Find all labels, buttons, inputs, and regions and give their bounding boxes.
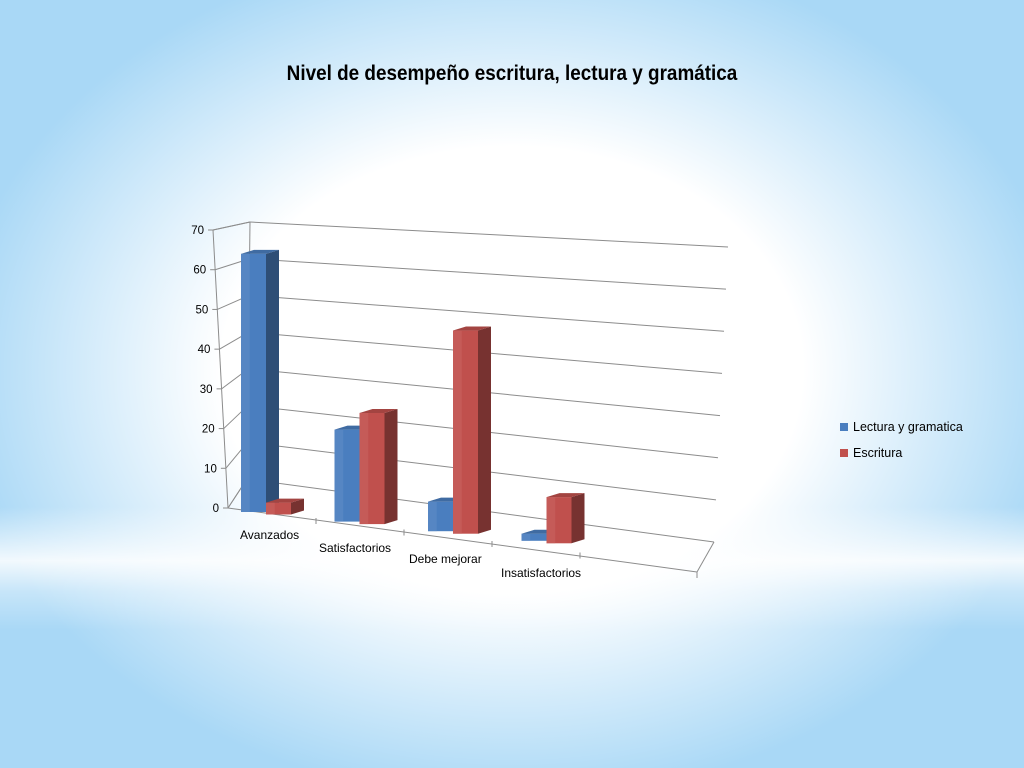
legend-swatch-lectura xyxy=(840,423,848,431)
x-tick-label-3: Insatisfactorios xyxy=(501,566,581,580)
bar-highlight xyxy=(334,429,344,522)
y-tick-label-10: 10 xyxy=(204,463,217,475)
floor-front-edge xyxy=(227,507,698,573)
bar-escritura-insatisfactorios xyxy=(546,493,585,544)
chart-title: Nivel de desempeño escritura, lectura y … xyxy=(286,62,738,85)
gridline-50 xyxy=(249,294,725,332)
bar-front xyxy=(266,502,291,515)
bar-highlight xyxy=(521,533,531,541)
bar-side xyxy=(571,493,585,544)
bar-top xyxy=(241,249,279,254)
gridline-70 xyxy=(249,221,729,248)
x-axis-labels: Avanzados Satisfactorios Debe mejorar Insat… xyxy=(240,518,581,580)
side-wall-edge xyxy=(212,229,229,509)
bar-top xyxy=(266,498,304,503)
bar-side xyxy=(384,408,398,525)
legend: Lectura y gramatica Escritura xyxy=(840,414,963,466)
x-tick-label-2: Debe mejorar xyxy=(409,552,482,566)
y-tick-label-60: 60 xyxy=(193,265,206,277)
bar-top xyxy=(453,326,491,331)
bar-escritura-avanzados xyxy=(266,498,304,515)
bar-highlight xyxy=(546,497,556,544)
bar-highlight xyxy=(428,501,437,532)
bar-side xyxy=(266,249,279,512)
legend-swatch-escritura xyxy=(840,449,848,457)
bar-highlight xyxy=(453,330,462,534)
y-tick-label-50: 50 xyxy=(195,304,208,316)
y-tick-label-20: 20 xyxy=(202,424,215,436)
bar-front xyxy=(521,533,547,541)
bar-highlight xyxy=(359,412,369,525)
bar-top xyxy=(359,408,398,413)
legend-label-lectura: Lectura y gramatica xyxy=(853,420,963,434)
bar-escritura-debe-mejorar xyxy=(453,326,491,534)
y-tick-label-30: 30 xyxy=(200,384,213,396)
legend-item-escritura: Escritura xyxy=(840,440,963,466)
bar-escritura-satisfactorios xyxy=(359,408,398,525)
y-tick-label-40: 40 xyxy=(198,344,211,356)
bar-side xyxy=(478,326,491,534)
floor-right-edge xyxy=(696,541,715,573)
gridline-side-70 xyxy=(212,221,251,231)
x-tick-label-1: Satisfactorios xyxy=(319,541,391,555)
bar-lectura-y-gramatica-avanzados xyxy=(241,249,279,512)
legend-label-escritura: Escritura xyxy=(853,446,903,460)
y-tick-label-0: 0 xyxy=(213,503,219,515)
bar-top xyxy=(546,493,585,498)
bar-side xyxy=(291,498,304,515)
bar-highlight xyxy=(241,253,250,512)
y-tick-label-70: 70 xyxy=(191,225,204,237)
legend-item-lectura: Lectura y gramatica xyxy=(840,414,963,440)
y-axis-labels: 0 10 20 30 40 50 60 70 xyxy=(191,225,219,515)
gridline-60 xyxy=(249,258,727,290)
bars xyxy=(241,249,585,544)
bar-highlight xyxy=(266,502,275,515)
x-tick-label-0: Avanzados xyxy=(240,528,299,542)
